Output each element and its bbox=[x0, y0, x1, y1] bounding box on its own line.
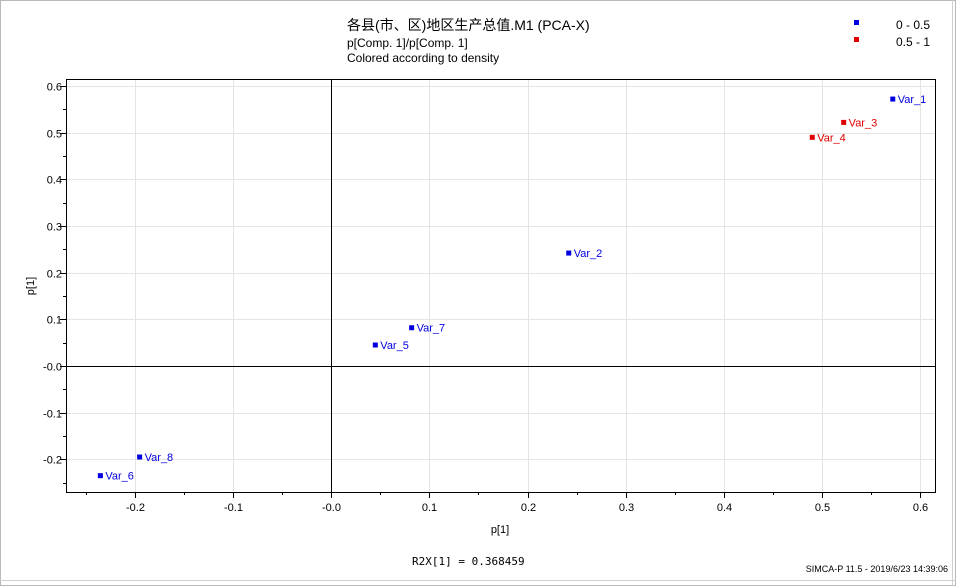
y-axis: 0.6 0.5 0.4 0.3 0.2 0.1 -0.0 -0.1 -0.2 bbox=[43, 82, 66, 484]
point-label-var-8: Var_8 bbox=[145, 452, 174, 464]
point-label-var-5: Var_5 bbox=[380, 340, 409, 352]
point-var-4 bbox=[809, 134, 815, 140]
legend-label-low: 0 - 0.5 bbox=[896, 18, 930, 32]
chart-title: 各县(市、区)地区生产总值.M1 (PCA-X) bbox=[347, 17, 590, 33]
x-axis: -0.2 -0.1 -0.0 0.1 0.2 0.3 0.4 0.5 0.6 bbox=[86, 492, 928, 514]
legend: 0 - 0.5 0.5 - 1 bbox=[854, 18, 930, 49]
chart-subtitle-density: Colored according to density bbox=[347, 51, 499, 65]
point-var-7 bbox=[409, 325, 415, 331]
x-tick-label: -0.1 bbox=[224, 502, 243, 514]
x-tick-label: 0.4 bbox=[717, 502, 732, 514]
legend-swatch-high bbox=[854, 37, 859, 42]
legend-swatch-low bbox=[854, 20, 859, 25]
y-axis-label: p[1] bbox=[25, 277, 37, 295]
point-var-8 bbox=[137, 454, 143, 460]
x-tick-label: -0.0 bbox=[322, 502, 341, 514]
point-label-var-3: Var_3 bbox=[849, 117, 878, 129]
x-tick-label: 0.3 bbox=[619, 502, 634, 514]
x-tick-label: 0.6 bbox=[913, 502, 928, 514]
x-tick-label: 0.2 bbox=[521, 502, 536, 514]
x-tick-label: 0.1 bbox=[422, 502, 437, 514]
y-tick-label: 0.2 bbox=[47, 269, 62, 281]
y-tick-label: 0.3 bbox=[47, 222, 62, 234]
chart-subtitle: p[Comp. 1]/p[Comp. 1] bbox=[347, 36, 468, 50]
legend-label-high: 0.5 - 1 bbox=[896, 35, 930, 49]
point-label-var-1: Var_1 bbox=[898, 94, 927, 106]
point-label-var-2: Var_2 bbox=[574, 248, 603, 260]
r2x-value: R2X[1] = 0.368459 bbox=[412, 555, 525, 568]
point-label-var-7: Var_7 bbox=[417, 323, 446, 335]
y-tick-label: 0.4 bbox=[47, 175, 62, 187]
y-tick-label: -0.2 bbox=[43, 455, 62, 467]
point-label-var-4: Var_4 bbox=[817, 132, 846, 144]
y-tick-label: 0.6 bbox=[47, 82, 62, 94]
zero-lines bbox=[66, 79, 935, 492]
point-var-1 bbox=[890, 96, 896, 102]
point-label-var-6: Var_6 bbox=[105, 471, 134, 483]
y-tick-label: -0.1 bbox=[43, 409, 62, 421]
point-var-5 bbox=[372, 342, 378, 348]
point-var-2 bbox=[566, 250, 572, 256]
x-tick-label: 0.5 bbox=[815, 502, 830, 514]
y-tick-label: -0.0 bbox=[43, 362, 62, 374]
software-footer: SIMCA-P 11.5 - 2019/6/23 14:39:06 bbox=[806, 564, 948, 574]
y-tick-label: 0.5 bbox=[47, 129, 62, 141]
x-tick-label: -0.2 bbox=[126, 502, 145, 514]
x-axis-label: p[1] bbox=[491, 524, 509, 536]
point-var-3 bbox=[841, 119, 847, 125]
point-var-6 bbox=[97, 473, 103, 479]
y-tick-label: 0.1 bbox=[47, 315, 62, 327]
plot-area bbox=[66, 79, 936, 493]
